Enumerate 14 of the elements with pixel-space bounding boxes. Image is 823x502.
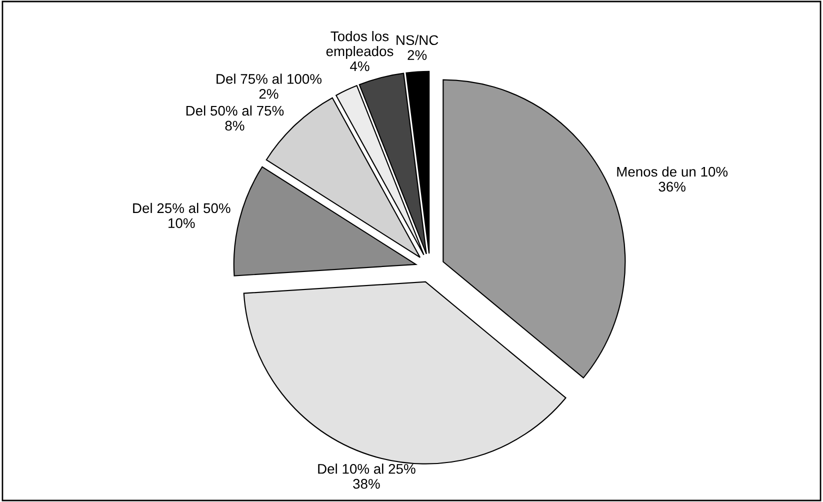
slice-label: Del 75% al 100% bbox=[216, 74, 322, 84]
data-label: 8% bbox=[225, 120, 244, 131]
slice-label: Del 50% al 75% bbox=[186, 105, 284, 116]
data-label: 36% bbox=[658, 182, 686, 192]
data-label: 38% bbox=[353, 478, 380, 489]
slice-label: Menos de un 10% bbox=[617, 166, 728, 177]
slice-label: Del 25% al 50% bbox=[133, 202, 230, 214]
slice-label: NS/NC bbox=[396, 34, 438, 46]
slice-label: Todos los empleados bbox=[326, 31, 394, 59]
slice-label: Del 10% al 25% bbox=[318, 464, 416, 474]
data-label: 2% bbox=[259, 88, 278, 99]
data-label: 10% bbox=[168, 218, 195, 228]
data-label: 2% bbox=[408, 50, 427, 60]
data-label: 4% bbox=[350, 61, 370, 72]
